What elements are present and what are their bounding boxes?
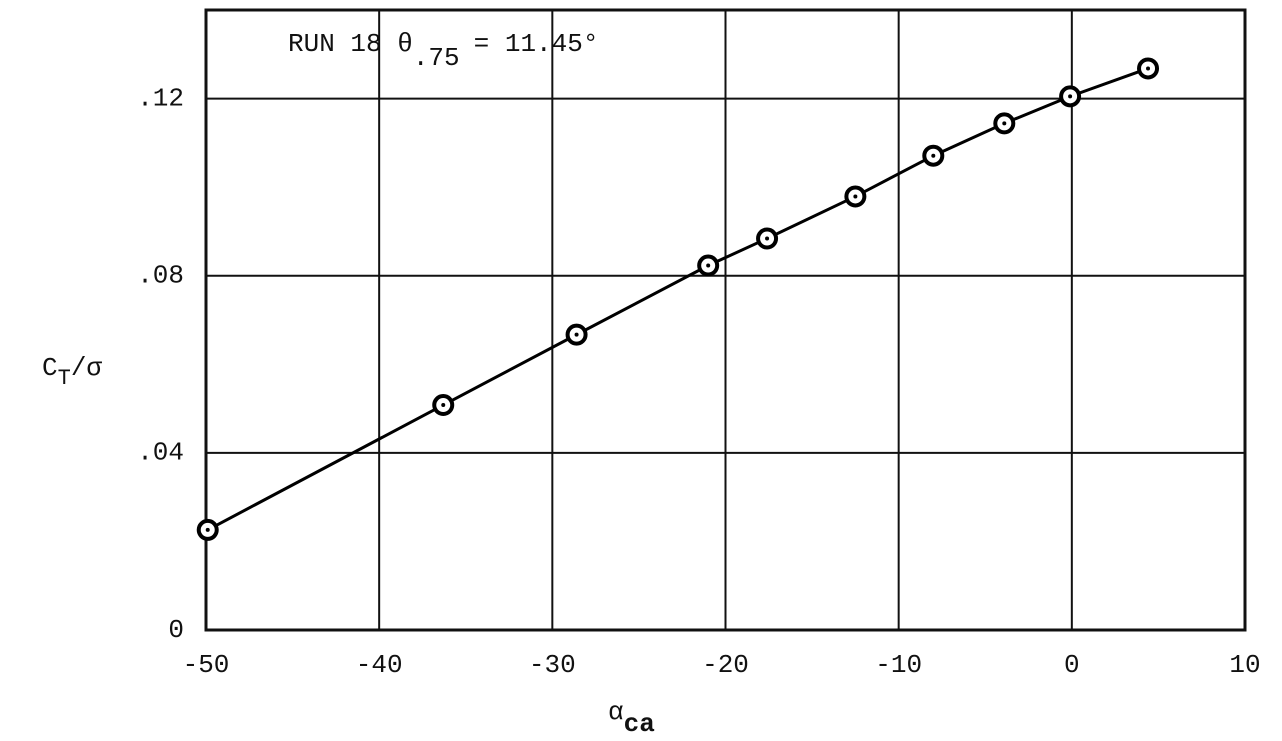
data-point-center bbox=[205, 527, 210, 532]
data-point-center bbox=[1002, 121, 1007, 126]
data-point-center bbox=[1068, 94, 1073, 99]
data-point-center bbox=[765, 236, 770, 241]
y-tick-label: .08 bbox=[137, 261, 184, 291]
data-point-center bbox=[574, 332, 579, 337]
x-axis-label: αca bbox=[608, 697, 655, 739]
x-tick-label: -10 bbox=[875, 650, 922, 680]
y-tick-label: .04 bbox=[137, 438, 184, 468]
y-tick-label: 0 bbox=[168, 615, 184, 645]
y-tick-label: .12 bbox=[137, 83, 184, 113]
y-axis-label: CT/σ bbox=[42, 353, 102, 391]
x-tick-label: -30 bbox=[529, 650, 576, 680]
x-tick-label: -20 bbox=[702, 650, 749, 680]
data-line bbox=[207, 67, 1149, 532]
annotation: RUN 18 θ.75 = 11.45° bbox=[288, 29, 598, 73]
data-point-center bbox=[441, 403, 446, 408]
x-tick-label: 0 bbox=[1064, 650, 1080, 680]
data-point-center bbox=[853, 194, 858, 199]
x-tick-label: -40 bbox=[356, 650, 403, 680]
data-point-center bbox=[931, 153, 936, 158]
x-tick-label: 10 bbox=[1229, 650, 1260, 680]
x-tick-label: -50 bbox=[183, 650, 230, 680]
data-point-center bbox=[1146, 66, 1151, 71]
data-point-center bbox=[706, 263, 711, 268]
